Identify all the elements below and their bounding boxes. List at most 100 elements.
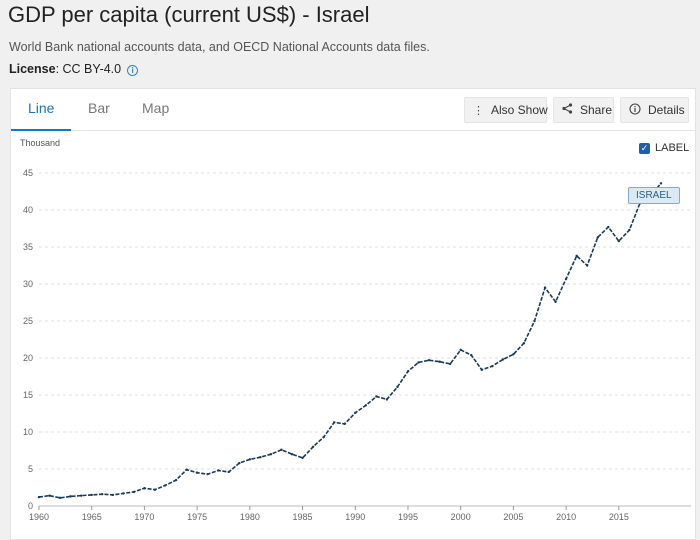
data-point <box>206 472 209 476</box>
line-chart: 0 5 10 15 20 25 30 35 40 45 1960 1965 1970 1975 1980 19… <box>23 168 691 522</box>
data-point <box>195 471 199 474</box>
data-point <box>417 361 420 364</box>
tab-bar[interactable]: Bar <box>88 100 110 116</box>
y-tick-label: 20 <box>23 353 33 363</box>
series-line <box>38 182 662 499</box>
license-label: License <box>9 62 56 76</box>
data-point <box>607 225 610 229</box>
info-icon[interactable]: i <box>127 65 139 76</box>
data-point <box>343 422 346 426</box>
y-tick-label: 25 <box>23 316 33 326</box>
data-point <box>470 353 473 357</box>
y-tick-label: 5 <box>28 464 33 474</box>
x-tick-label: 1965 <box>82 512 102 522</box>
also-show-label: Also Show <box>491 103 548 117</box>
y-tick-label: 0 <box>28 501 33 511</box>
details-button[interactable]: Details <box>620 97 689 123</box>
data-point <box>153 488 157 491</box>
x-tick-label: 1975 <box>187 512 207 522</box>
data-point <box>564 277 568 281</box>
data-point <box>375 395 378 398</box>
checkbox-checked-icon[interactable]: ✓ <box>639 142 650 154</box>
data-point <box>596 236 599 239</box>
data-point <box>311 445 315 448</box>
source-note: World Bank national accounts data, and O… <box>9 40 430 54</box>
data-point <box>501 358 505 361</box>
x-tick-label: 1980 <box>240 512 260 522</box>
data-point <box>659 182 663 185</box>
data-point <box>259 455 262 459</box>
x-tick-label: 1995 <box>398 512 418 522</box>
data-point <box>427 359 431 362</box>
chart-card: Line Bar Map ⋮ Also Show Share Details <box>10 88 696 540</box>
x-tick-label: 1970 <box>134 512 154 522</box>
data-point <box>164 484 167 487</box>
data-point <box>406 370 410 373</box>
data-point <box>101 492 104 496</box>
tab-map[interactable]: Map <box>142 100 170 116</box>
data-point <box>132 490 136 494</box>
y-tick-label: 45 <box>23 168 33 178</box>
y-tick-label: 35 <box>23 242 33 252</box>
data-point <box>269 453 273 456</box>
data-point <box>332 421 336 424</box>
data-point <box>459 348 462 352</box>
data-point <box>90 493 93 497</box>
data-point <box>438 360 441 363</box>
data-point <box>58 496 62 500</box>
data-point <box>512 353 515 356</box>
share-button[interactable]: Share <box>553 97 614 123</box>
tab-line[interactable]: Line <box>28 100 55 116</box>
data-point <box>238 461 241 465</box>
details-label: Details <box>648 103 685 117</box>
chart-tabs: Line Bar Map ⋮ Also Show Share Details <box>11 89 695 131</box>
data-point <box>491 364 494 368</box>
data-point <box>301 456 304 460</box>
x-tick-label: 1990 <box>345 512 365 522</box>
data-point <box>217 469 220 472</box>
y-axis-unit: Thousand <box>20 138 61 148</box>
data-point <box>69 495 72 498</box>
data-point <box>354 411 357 414</box>
data-point <box>448 362 452 366</box>
x-tick-label: 2005 <box>503 512 523 522</box>
license-line: License: CC BY-4.0 i <box>9 62 139 76</box>
y-tick-label: 15 <box>23 390 33 400</box>
data-point <box>111 493 114 497</box>
data-point <box>280 448 283 451</box>
share-label: Share <box>580 103 613 117</box>
label-toggle[interactable]: ✓ LABEL <box>639 142 689 154</box>
data-point <box>143 487 146 490</box>
data-point <box>227 470 230 474</box>
also-show-button[interactable]: ⋮ Also Show <box>464 97 548 123</box>
info-circle-icon <box>629 102 641 118</box>
license-value: : CC BY-4.0 <box>55 62 122 76</box>
data-point <box>533 319 536 323</box>
y-tick-label: 10 <box>23 427 33 437</box>
x-tick-label: 2015 <box>609 512 629 522</box>
data-point <box>385 398 389 401</box>
data-point <box>37 495 41 499</box>
data-point <box>248 458 252 461</box>
data-point <box>480 368 483 372</box>
x-tick-label: 1985 <box>293 512 313 522</box>
data-point <box>122 492 125 495</box>
data-point <box>628 228 631 232</box>
data-point <box>396 385 399 389</box>
share-icon <box>562 103 573 117</box>
data-point <box>364 404 368 407</box>
data-point <box>522 342 526 345</box>
more-vertical-icon: ⋮ <box>473 104 484 117</box>
x-tick-label: 2010 <box>556 512 576 522</box>
x-tick-label: 2000 <box>451 512 471 522</box>
label-toggle-text: LABEL <box>655 142 690 154</box>
data-point <box>554 300 557 303</box>
data-point <box>617 239 621 243</box>
data-point <box>174 478 178 482</box>
data-point <box>575 254 578 258</box>
data-point <box>322 435 325 439</box>
y-tick-label: 30 <box>23 279 33 289</box>
x-tick-label: 1960 <box>29 512 49 522</box>
data-point <box>79 494 83 497</box>
